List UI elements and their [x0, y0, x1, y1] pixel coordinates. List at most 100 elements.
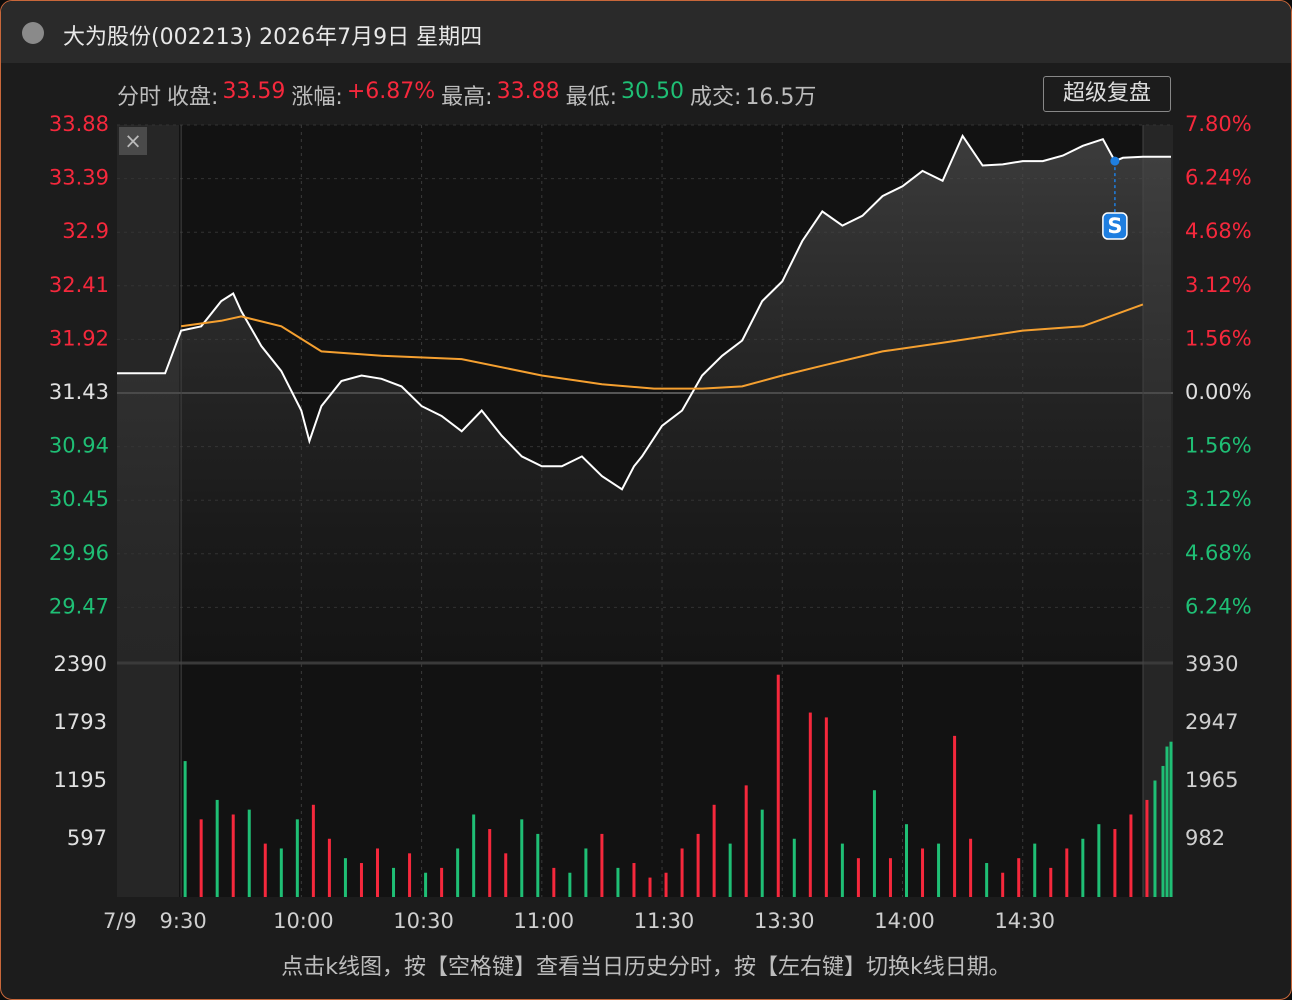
volume-bar — [440, 867, 444, 897]
volume-bar — [536, 833, 540, 897]
y2-tick-label: 4.68% — [1185, 541, 1252, 565]
volume-bar — [1049, 867, 1053, 897]
volume-bar — [744, 785, 748, 897]
vol-tick-label: 2390 — [54, 652, 107, 676]
volume-bar — [953, 735, 957, 897]
volume-bar — [872, 790, 876, 897]
volume-bar — [937, 843, 941, 897]
volume-bar — [648, 877, 652, 897]
y-tick-label: 31.43 — [49, 380, 109, 404]
footer-hint: 点击k线图，按【空格键】查看当日历史分时，按【左右键】切换k线日期。 — [281, 955, 1011, 980]
volume-bar — [456, 848, 460, 897]
avg-line — [180, 303, 1144, 390]
volume-bar — [696, 833, 700, 897]
volume-bar — [408, 853, 412, 897]
vol-y2-tick-label: 982 — [1185, 826, 1225, 850]
y-tick-label: 29.47 — [49, 594, 109, 618]
y2-tick-label: 7.80% — [1185, 112, 1252, 136]
volume-bar — [856, 858, 860, 897]
volume-bar — [568, 872, 572, 897]
volume-bar — [1145, 799, 1149, 897]
info-row: 分时 收盘: 33.59 涨幅: +6.87% 最高: 33.88 最低: 30.50 成交: 16… — [117, 79, 816, 111]
volume-bar — [1033, 843, 1037, 897]
info-label: 收盘: — [167, 85, 219, 110]
window-title: 大为股份(002213) 2026年7月9日 星期四 — [63, 25, 483, 50]
volume-bar — [247, 809, 251, 897]
volume-bar — [199, 819, 203, 897]
info-value: 16.5万 — [745, 85, 817, 110]
volume-bar — [664, 872, 668, 897]
volume-bar — [1165, 746, 1169, 897]
signal-badge — [1102, 212, 1128, 240]
volume-bar — [1065, 848, 1069, 897]
x-tick-label: 13:30 — [754, 909, 815, 933]
volume-bar — [183, 761, 187, 897]
info-value: 33.59 — [222, 79, 286, 104]
volume-bar — [1001, 872, 1005, 897]
volume-bar — [295, 819, 299, 897]
y-tick-label: 33.39 — [49, 166, 109, 190]
volume-bar — [552, 867, 556, 897]
volume-bar — [1017, 858, 1021, 897]
info-value: +6.87% — [346, 79, 436, 104]
volume-bar — [327, 838, 331, 897]
volume-bar — [1153, 780, 1157, 897]
signal-point — [1110, 156, 1120, 166]
volume-bar — [776, 674, 780, 897]
volume-bar — [215, 799, 219, 897]
volume-bar — [760, 809, 764, 897]
y2-tick-label: 1.56% — [1185, 434, 1252, 458]
volume-bar — [1113, 829, 1117, 897]
y2-tick-label: 4.68% — [1185, 219, 1252, 243]
close-icon[interactable]: × — [124, 129, 142, 153]
volume-bar — [1161, 765, 1165, 897]
x-tick-label: 11:30 — [634, 909, 695, 933]
y2-tick-label: 3.12% — [1185, 273, 1252, 297]
window-button[interactable] — [22, 22, 44, 44]
volume-bar — [904, 824, 908, 897]
volume-bar — [584, 848, 588, 897]
y-tick-label: 32.9 — [62, 219, 109, 243]
y-tick-label: 33.88 — [49, 112, 109, 136]
plot-layer: 33.88 33.39 32.9 32.41 31.92 31.43 30.94 30.45 2… — [49, 112, 1252, 933]
title-bar — [1, 1, 1291, 63]
volume-bar — [488, 829, 492, 897]
volume-bar — [1169, 741, 1173, 897]
y-tick-label: 31.92 — [49, 326, 109, 350]
signal-label: S — [1107, 214, 1122, 238]
volume-bar — [792, 838, 796, 897]
y-tick-label: 30.45 — [49, 487, 109, 511]
volume-bar — [969, 838, 973, 897]
x-tick-label: 9:30 — [160, 909, 207, 933]
volume-bar — [1129, 814, 1133, 897]
vol-tick-label: 1195 — [54, 768, 107, 792]
y2-tick-label: 6.24% — [1185, 594, 1252, 618]
volume-bar — [616, 867, 620, 897]
vol-tick-label: 597 — [67, 826, 107, 850]
volume-bar — [824, 717, 828, 897]
info-label: 最高: — [441, 85, 493, 110]
volume-bar — [600, 833, 604, 897]
info-label: 涨幅: — [291, 85, 343, 110]
volume-bar — [888, 858, 892, 897]
volume-bar — [985, 863, 989, 897]
info-label: 最低: — [565, 85, 617, 110]
vol-y2-tick-label: 2947 — [1185, 710, 1238, 734]
x-tick-label: 10:30 — [393, 909, 454, 933]
info-label: 分时 — [117, 85, 162, 110]
y2-tick-label: 3.12% — [1185, 487, 1252, 511]
info-value: 30.50 — [621, 79, 684, 104]
date-label: 7/9 — [103, 909, 137, 933]
y-tick-label: 32.41 — [49, 273, 109, 297]
volume-bar — [343, 858, 347, 897]
vol-y2-tick-label: 1965 — [1185, 768, 1238, 792]
volume-bar — [472, 814, 476, 897]
replay-button[interactable]: 超级复盘 — [1043, 76, 1171, 112]
info-value: 33.88 — [496, 79, 560, 104]
x-tick-label: 14:00 — [874, 909, 935, 933]
volume-bar — [392, 867, 396, 897]
y2-tick-label: 6.24% — [1185, 166, 1252, 190]
close-icon[interactable] — [119, 127, 147, 155]
volume-bar — [359, 863, 363, 897]
